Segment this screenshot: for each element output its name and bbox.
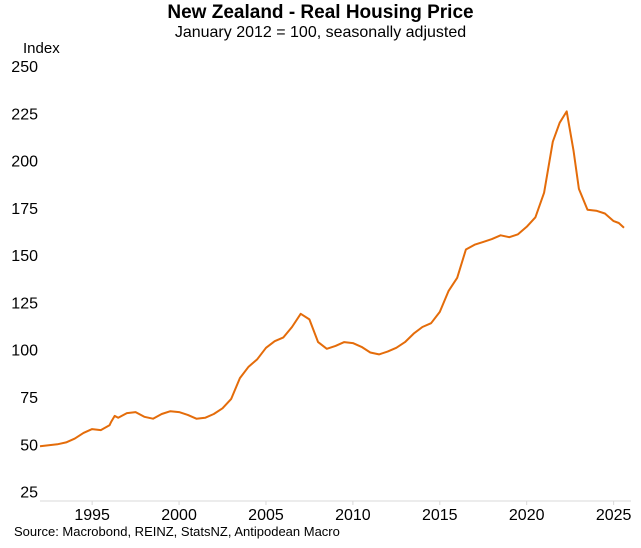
y-tick-label: 125	[11, 295, 38, 312]
series-line	[39, 110, 625, 448]
x-tick-label: 2005	[248, 507, 284, 524]
x-tick-label: 2020	[509, 507, 545, 524]
x-tick-label: 1995	[74, 507, 110, 524]
y-tick-label: 225	[11, 106, 38, 123]
y-tick-label: 250	[11, 59, 38, 76]
series-lines	[39, 110, 625, 448]
chart-subtitle: January 2012 = 100, seasonally adjusted	[174, 24, 467, 41]
y-tick-label: 150	[11, 248, 38, 265]
y-tick-label: 75	[20, 390, 38, 407]
y-tick-label: 50	[20, 437, 38, 454]
axes	[40, 500, 631, 505]
chart-title: New Zealand - Real Housing Price	[167, 2, 474, 23]
y-tick-label: 25	[20, 485, 38, 502]
y-tick-label: 200	[11, 154, 38, 171]
x-tick-label: 2025	[596, 507, 632, 524]
source-note: Source: Macrobond, REINZ, StatsNZ, Antip…	[14, 524, 340, 539]
tick-labels: 25 50 75 100 125 150 175 200 225 250 1995 2000 2005 2…	[11, 59, 631, 524]
x-tick-label: 2010	[335, 507, 371, 524]
y-tick-label: 100	[11, 343, 38, 360]
x-tick-label: 2015	[422, 507, 458, 524]
y-tick-label: 175	[11, 201, 38, 218]
x-tick-label: 2000	[161, 507, 197, 524]
y-axis-label: Index	[23, 40, 60, 57]
